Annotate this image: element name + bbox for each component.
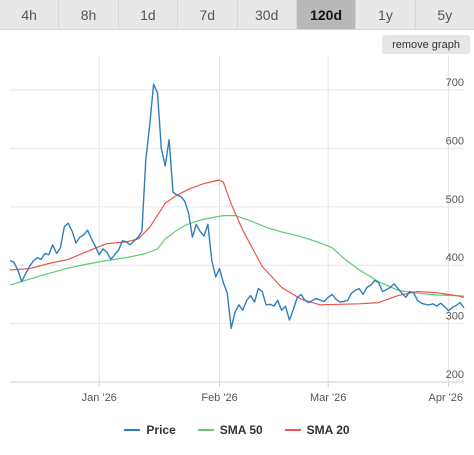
remove-graph-button[interactable]: remove graph xyxy=(382,35,470,54)
x-axis-ticks: Jan '26 Feb '26 Mar '26 Apr '26 xyxy=(82,392,463,404)
legend-label-sma20: SMA 20 xyxy=(306,423,350,437)
chart-legend: Price SMA 50 SMA 20 xyxy=(0,420,474,440)
y-tick-label: 300 xyxy=(446,311,464,323)
series-line-sma50 xyxy=(9,215,465,297)
tab-7d[interactable]: 7d xyxy=(178,0,238,29)
tab-5y[interactable]: 5y xyxy=(437,6,453,23)
y-tick-label: 700 xyxy=(446,77,464,89)
tab-4h[interactable]: 4h xyxy=(0,0,60,29)
series-line-price xyxy=(9,83,465,329)
x-tick-label: Jan '26 xyxy=(82,392,117,404)
tab-1d[interactable]: 1d xyxy=(119,0,179,29)
x-tick-label: Apr '26 xyxy=(428,392,463,404)
price-chart: 200 300 400 500 600 700 Jan '26 Feb '26 Mar '26… xyxy=(9,55,465,404)
y-tick-label: 200 xyxy=(446,369,464,381)
y-axis-ticks: 200 300 400 500 600 700 xyxy=(446,77,464,381)
y-tick-label: 500 xyxy=(446,194,464,206)
x-tick-label: Feb '26 xyxy=(201,392,237,404)
legend-swatch-price xyxy=(124,429,141,431)
legend-item-sma50[interactable]: SMA 50 xyxy=(197,423,263,437)
chart-series xyxy=(9,83,465,329)
legend-item-sma20[interactable]: SMA 20 xyxy=(284,423,350,437)
tab-30d[interactable]: 30d xyxy=(238,0,297,29)
series-line-sma20 xyxy=(9,179,465,306)
legend-item-price[interactable]: Price xyxy=(124,423,176,437)
y-tick-label: 400 xyxy=(446,252,464,264)
legend-swatch-sma20 xyxy=(284,429,301,431)
tab-1y[interactable]: 1y xyxy=(356,0,416,29)
tab-8h[interactable]: 8h xyxy=(59,0,119,29)
time-range-tabs: 4h 8h 1d 7d 30d 120d 1y 5y xyxy=(0,0,474,30)
legend-swatch-sma50 xyxy=(197,429,214,431)
legend-label-price: Price xyxy=(146,423,176,437)
chart-gridlines xyxy=(10,55,464,387)
x-tick-label: Mar '26 xyxy=(310,392,346,404)
tab-120d[interactable]: 120d xyxy=(296,0,357,29)
y-tick-label: 600 xyxy=(446,135,464,147)
legend-label-sma50: SMA 50 xyxy=(219,423,263,437)
